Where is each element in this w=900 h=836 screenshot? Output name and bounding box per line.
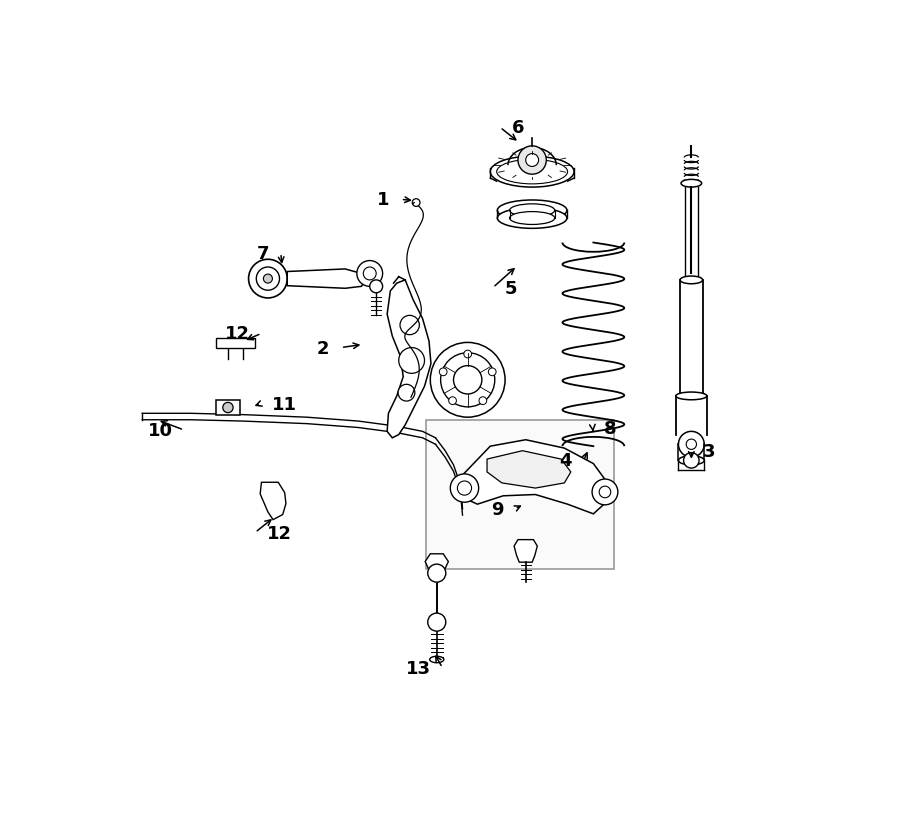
Circle shape [457, 482, 472, 496]
Circle shape [449, 397, 456, 405]
Bar [216, 400, 239, 415]
Polygon shape [459, 441, 608, 514]
Text: 3: 3 [703, 442, 716, 460]
Circle shape [441, 354, 495, 407]
Ellipse shape [497, 161, 568, 185]
Text: 6: 6 [511, 119, 524, 137]
Text: 12: 12 [266, 524, 292, 542]
Circle shape [439, 369, 447, 376]
Circle shape [264, 275, 273, 283]
Ellipse shape [498, 208, 567, 229]
Ellipse shape [429, 656, 444, 663]
Circle shape [450, 474, 479, 502]
Circle shape [356, 261, 382, 287]
Ellipse shape [509, 212, 554, 225]
Polygon shape [260, 482, 286, 520]
Text: 13: 13 [406, 659, 431, 677]
Text: 9: 9 [491, 500, 503, 518]
Bar [426, 421, 614, 569]
Text: 12: 12 [225, 325, 250, 343]
Ellipse shape [509, 205, 554, 217]
Circle shape [223, 403, 233, 413]
Text: 5: 5 [504, 279, 517, 298]
Ellipse shape [676, 393, 706, 400]
Circle shape [248, 260, 287, 298]
Circle shape [398, 385, 415, 401]
Text: 8: 8 [604, 420, 617, 437]
Bar [216, 339, 255, 349]
Circle shape [412, 200, 420, 207]
Polygon shape [425, 554, 448, 570]
Circle shape [370, 281, 382, 293]
Circle shape [399, 348, 425, 374]
Circle shape [686, 440, 697, 450]
Text: 1: 1 [376, 191, 389, 209]
Polygon shape [287, 270, 365, 289]
Polygon shape [387, 281, 431, 438]
Ellipse shape [491, 157, 574, 188]
Circle shape [599, 487, 611, 498]
Circle shape [679, 432, 704, 457]
Circle shape [489, 369, 496, 376]
Text: 2: 2 [317, 339, 329, 357]
Ellipse shape [681, 180, 702, 188]
Polygon shape [487, 451, 571, 488]
Circle shape [464, 351, 472, 359]
Circle shape [479, 397, 487, 405]
Circle shape [364, 268, 376, 281]
Text: 4: 4 [560, 451, 572, 470]
Ellipse shape [679, 456, 704, 466]
Circle shape [428, 564, 446, 583]
Circle shape [454, 366, 482, 395]
Circle shape [684, 453, 699, 468]
Circle shape [256, 268, 280, 291]
Circle shape [518, 146, 546, 175]
Circle shape [428, 614, 446, 631]
Text: 11: 11 [273, 395, 297, 413]
Circle shape [430, 343, 505, 418]
Ellipse shape [680, 277, 703, 284]
Text: 10: 10 [148, 421, 173, 440]
Circle shape [592, 480, 618, 505]
Ellipse shape [680, 393, 703, 400]
Ellipse shape [498, 201, 567, 222]
Polygon shape [514, 540, 537, 563]
Circle shape [400, 316, 419, 335]
Circle shape [526, 155, 538, 167]
Text: 7: 7 [256, 245, 269, 263]
